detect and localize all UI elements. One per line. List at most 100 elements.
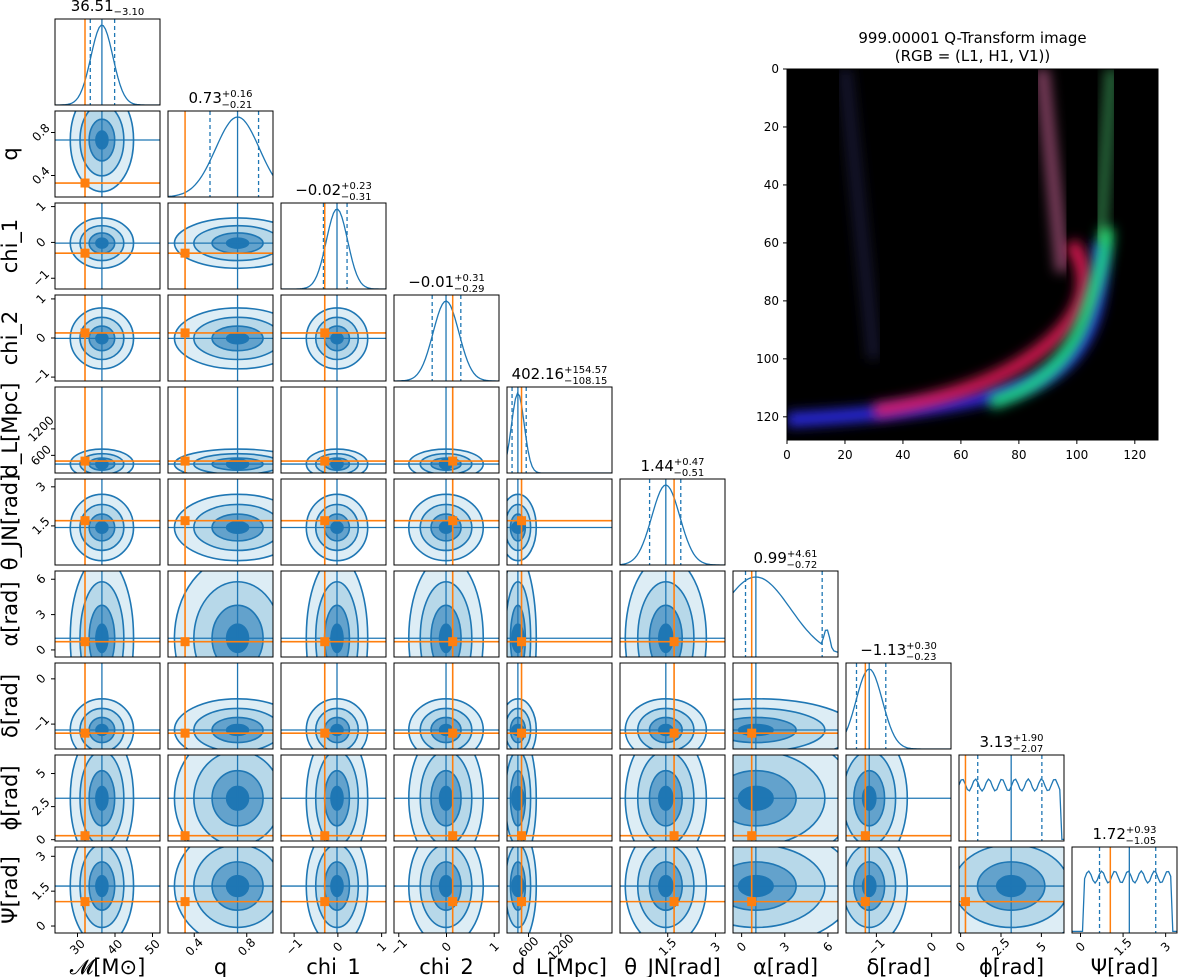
histogram-line	[846, 668, 951, 749]
injection-marker	[860, 897, 870, 907]
qtransform-subtitle: (RGB = (L1, H1, V1))	[895, 47, 1050, 65]
y-tick-label: 0	[33, 235, 48, 250]
y-tick-label: 6	[33, 572, 48, 587]
qtransform-x-tick-label: 100	[1065, 448, 1088, 462]
injection-marker	[320, 831, 330, 841]
y-tick-label: 1.5	[29, 514, 52, 537]
corner-panel-chi_2-vs-phi	[393, 754, 500, 842]
panel-frame	[54, 754, 161, 842]
injection-marker	[448, 897, 458, 907]
corner-panel-q-vs-d_L	[167, 386, 274, 474]
panel-frame	[54, 846, 161, 934]
injection-marker	[80, 637, 90, 647]
x-tick-label: 0	[734, 939, 749, 954]
y-tick-label: −1	[30, 267, 52, 289]
corner-panel-chi_1-vs-theta_JN	[280, 478, 387, 566]
y-tick-label: 0.4	[29, 164, 52, 187]
panel-frame	[54, 18, 161, 106]
y-tick-label: 3	[33, 479, 48, 494]
corner-panel-alpha-vs-psi: 0 3 6α[rad]	[732, 846, 839, 977]
injection-marker	[180, 897, 190, 907]
panel-frame	[280, 846, 387, 934]
y-axis-label-chi_1: chi_1	[0, 219, 23, 274]
corner-panel-chi_1-vs-delta	[280, 662, 387, 750]
corner-panel-mass-vs-theta_JN: 1.5 3 θ_JN[rad]	[0, 474, 161, 570]
injection-marker	[669, 831, 679, 841]
x-tick-label: 3	[708, 939, 723, 954]
corner-panel-theta_JN-vs-alpha	[619, 570, 726, 658]
hist-panel-chi_2: −0.01+0.31 −0.29	[393, 273, 500, 382]
panel-frame	[167, 294, 274, 382]
hist-title-chi_1: −0.02+0.23 −0.31	[295, 181, 372, 203]
corner-panel-delta-vs-phi	[845, 754, 952, 842]
histogram-line	[55, 24, 160, 105]
x-axis-label-theta_JN: θ_JN[rad]	[624, 955, 720, 977]
qtransform-track	[838, 69, 881, 360]
panel-frame	[619, 846, 726, 934]
corner-panel-chi_1-vs-d_L	[280, 386, 387, 474]
qtransform-y-tick-label: 60	[764, 236, 779, 250]
corner-panel-chi_2-vs-delta	[393, 662, 500, 750]
hist-title-psi: 1.72+0.93 −1.05	[1092, 825, 1156, 847]
corner-panel-chi_1-vs-chi_2	[280, 294, 387, 382]
qtransform-x-tick-label: 40	[895, 448, 910, 462]
y-tick-label: 0	[33, 642, 48, 657]
x-tick-label: 0	[330, 939, 345, 954]
qtransform-track	[987, 227, 1114, 410]
corner-panel-d_L-vs-delta	[506, 662, 613, 750]
corner-panel-chi_1-vs-alpha	[280, 570, 387, 658]
panel-frame	[280, 570, 387, 658]
injection-marker	[80, 831, 90, 841]
x-tick-label: 1	[374, 939, 389, 954]
injection-marker	[669, 897, 679, 907]
x-tick-label: 0.4	[183, 935, 206, 958]
injection-marker	[180, 637, 190, 647]
histogram-line	[620, 484, 725, 565]
y-tick-label: 0	[33, 671, 48, 686]
panel-frame	[732, 570, 839, 658]
panel-frame	[958, 846, 1065, 934]
histogram-line	[168, 116, 273, 197]
y-tick-label: 1.5	[29, 879, 52, 902]
panel-frame	[393, 294, 500, 382]
panel-frame	[280, 662, 387, 750]
corner-panel-d_L-vs-alpha	[506, 570, 613, 658]
hist-title-phi: 3.13+1.90 −2.07	[979, 733, 1043, 755]
corner-panel-alpha-vs-delta	[732, 662, 839, 750]
histogram-line	[507, 391, 612, 473]
panel-frame	[506, 386, 613, 474]
corner-panel-delta-vs-psi: −1 0δ[rad]	[845, 846, 952, 977]
corner-panel-chi_2-vs-d_L	[393, 386, 500, 474]
qtransform-x-tick-label: 120	[1123, 448, 1146, 462]
x-axis-label-alpha: α[rad]	[753, 955, 818, 977]
panel-frame	[54, 662, 161, 750]
injection-marker	[80, 248, 90, 258]
hist-title-alpha: 0.99+4.61 −0.72	[753, 549, 817, 571]
corner-panel-theta_JN-vs-phi	[619, 754, 726, 842]
panel-frame	[167, 570, 274, 658]
injection-marker	[448, 516, 458, 526]
injection-marker	[517, 897, 527, 907]
y-tick-label: 0	[33, 330, 48, 345]
y-axis-label-alpha: α[rad]	[0, 581, 22, 646]
hist-panel-psi: 1.72+0.93 −1.050 1.5 3Ψ[rad]	[1071, 825, 1178, 977]
injection-marker	[669, 637, 679, 647]
y-axis-label-theta_JN: θ_JN[rad]	[0, 474, 23, 570]
injection-marker	[320, 456, 330, 466]
panel-frame	[167, 662, 274, 750]
x-tick-label: 0.8	[235, 935, 258, 958]
y-tick-label: 1	[33, 199, 48, 214]
qtransform-y-tick-label: 20	[764, 120, 779, 134]
corner-panel-q-vs-phi	[167, 754, 274, 842]
injection-marker	[80, 897, 90, 907]
panel-frame	[506, 662, 613, 750]
panel-frame	[167, 846, 274, 934]
qtransform-frame	[786, 68, 1159, 441]
panel-frame	[280, 202, 387, 290]
x-axis-label-phi: ϕ[rad]	[979, 955, 1044, 977]
y-axis-label-delta: δ[rad]	[0, 674, 22, 738]
injection-marker	[320, 516, 330, 526]
qtransform-track	[1093, 69, 1119, 244]
panel-frame	[393, 662, 500, 750]
